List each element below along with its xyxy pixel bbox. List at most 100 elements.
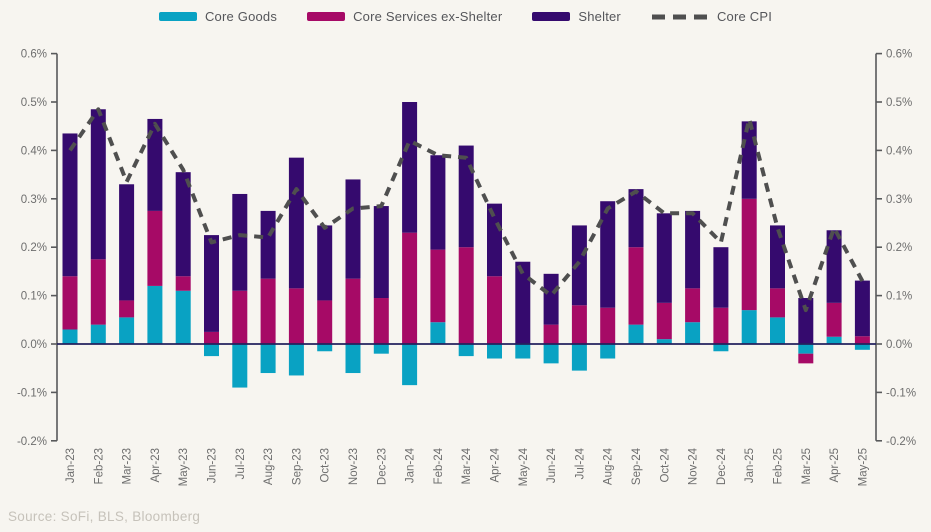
bar-segment-shelter-feb-25 xyxy=(770,225,785,289)
x-axis-label-feb-24: Feb-24 xyxy=(433,447,445,484)
right-axis xyxy=(875,52,882,442)
bar-segment-core-services-ex-shelter-apr-25 xyxy=(826,302,842,337)
y-axis-label-left: 0.2% xyxy=(21,242,47,254)
legend-label: Core Goods xyxy=(204,9,278,24)
bar-segment-shelter-feb-23 xyxy=(90,109,106,260)
bar-segment-shelter-may-25 xyxy=(854,280,870,337)
bar-segment-core-services-ex-shelter-oct-23 xyxy=(317,300,333,344)
x-axis-label-jun-23: Jun-23 xyxy=(207,448,219,483)
bar-segment-shelter-apr-23 xyxy=(147,118,163,211)
bar-segment-core-goods-jan-23 xyxy=(62,329,78,344)
bar-segment-core-services-ex-shelter-sep-23 xyxy=(288,288,304,344)
bar-segment-core-services-ex-shelter-jan-24 xyxy=(402,232,418,344)
bar-segment-shelter-may-23 xyxy=(175,172,191,277)
chart-legend: Core Goods Core Services ex-Shelter Shelte… xyxy=(0,9,931,24)
bar-segment-shelter-nov-24 xyxy=(685,210,701,289)
legend-swatch-icon xyxy=(532,12,571,21)
y-axis-label-left: 0.1% xyxy=(21,291,47,303)
bar-segment-core-goods-dec-23 xyxy=(373,344,389,354)
left-axis xyxy=(51,52,58,442)
bar-segment-core-goods-jul-24 xyxy=(571,344,587,371)
x-axis-label-apr-24: Apr-24 xyxy=(490,447,502,482)
x-axis-label-oct-24: Oct-24 xyxy=(659,447,671,482)
bar-segment-shelter-apr-24 xyxy=(487,203,502,277)
bar-segment-core-goods-apr-24 xyxy=(487,344,502,359)
bar-segment-core-goods-sep-24 xyxy=(628,324,644,344)
legend-label: Core Services ex-Shelter xyxy=(353,9,503,24)
bar-segment-core-services-ex-shelter-oct-24 xyxy=(656,302,672,340)
y-axis-label-right: 0.3% xyxy=(886,194,912,206)
bar-segment-core-goods-apr-25 xyxy=(826,336,842,344)
bar-segment-core-services-ex-shelter-aug-23 xyxy=(260,278,276,344)
y-axis-label-right: -0.1% xyxy=(886,387,916,399)
bar-segment-core-goods-aug-24 xyxy=(600,344,616,359)
x-axis-label-feb-25: Feb-25 xyxy=(773,448,785,484)
bar-segment-core-goods-jan-24 xyxy=(402,344,418,386)
bar-segment-shelter-jul-24 xyxy=(571,225,587,306)
core-cpi-line xyxy=(68,107,865,313)
bar-segment-shelter-jul-23 xyxy=(232,193,248,291)
bar-segment-core-services-ex-shelter-mar-23 xyxy=(119,300,135,318)
source-note: Source: SoFi, BLS, Bloomberg xyxy=(8,509,201,524)
x-axis-label-oct-23: Oct-23 xyxy=(320,448,332,483)
bar-segment-shelter-jan-24 xyxy=(402,102,418,233)
bar-segment-core-services-ex-shelter-jan-23 xyxy=(62,276,78,330)
y-axis-label-left: 0.4% xyxy=(21,145,47,157)
y-axis-label-right: -0.2% xyxy=(886,436,916,448)
x-axis-label-sep-24: Sep-24 xyxy=(631,447,643,485)
bar-segment-core-goods-feb-23 xyxy=(90,324,106,344)
x-axis-label-sep-23: Sep-23 xyxy=(291,448,303,485)
bar-segment-core-goods-mar-25 xyxy=(798,344,814,354)
bar-segment-core-goods-nov-24 xyxy=(685,322,701,344)
bar-segment-shelter-dec-24 xyxy=(713,247,729,308)
bar-segment-core-goods-mar-24 xyxy=(458,344,474,357)
bar-segment-core-goods-mar-23 xyxy=(119,317,135,344)
legend-label: Shelter xyxy=(578,9,621,24)
bar-segment-core-services-ex-shelter-feb-25 xyxy=(770,288,785,318)
y-axis-label-right: 0.5% xyxy=(886,97,912,109)
x-axis-label-nov-23: Nov-23 xyxy=(348,448,360,485)
bar-segment-shelter-sep-23 xyxy=(288,157,304,289)
x-axis-label-may-23: May-23 xyxy=(178,448,190,486)
bar-segment-core-services-ex-shelter-dec-23 xyxy=(373,298,389,344)
bar-segment-core-goods-aug-23 xyxy=(260,344,276,374)
bar-segment-core-goods-may-24 xyxy=(515,344,531,359)
legend-dashed-line-icon xyxy=(651,14,708,19)
x-axis-label-apr-23: Apr-23 xyxy=(150,448,162,483)
bar-segment-core-services-ex-shelter-may-23 xyxy=(175,276,191,291)
bar-segment-core-services-ex-shelter-jun-24 xyxy=(543,324,559,344)
bar-segment-shelter-nov-23 xyxy=(345,179,361,279)
y-axis-label-left: 0.0% xyxy=(21,339,47,351)
x-axis-label-mar-23: Mar-23 xyxy=(122,448,134,484)
x-axis-label-dec-23: Dec-23 xyxy=(376,448,388,485)
bar-segment-core-services-ex-shelter-sep-24 xyxy=(628,247,644,325)
y-axis-label-right: 0.1% xyxy=(886,291,912,303)
y-axis-label-right: 0.6% xyxy=(886,49,912,61)
bar-segment-shelter-mar-24 xyxy=(458,145,474,248)
bar-segment-core-services-ex-shelter-jul-24 xyxy=(571,305,587,344)
bar-segment-core-goods-jan-25 xyxy=(741,310,757,344)
bar-segment-shelter-sep-24 xyxy=(628,189,644,248)
legend-item-core-goods: Core Goods xyxy=(158,9,278,24)
bar-segment-shelter-feb-24 xyxy=(430,155,446,250)
bar-segment-core-services-ex-shelter-mar-24 xyxy=(458,247,474,344)
bar-segment-shelter-jun-23 xyxy=(204,235,219,332)
stacked-bars xyxy=(62,102,870,388)
x-axis-label-feb-23: Feb-23 xyxy=(93,448,105,484)
legend-label: Core CPI xyxy=(716,9,773,24)
x-axis-label-jan-25: Jan-25 xyxy=(744,448,756,483)
bar-segment-core-goods-feb-24 xyxy=(430,322,446,344)
x-axis-label-mar-25: Mar-25 xyxy=(801,448,813,484)
bar-segment-shelter-mar-25 xyxy=(798,298,814,344)
x-axis-label-nov-24: Nov-24 xyxy=(688,447,700,485)
legend-swatch-icon xyxy=(158,12,197,21)
legend-item-core-cpi: Core CPI xyxy=(651,9,772,24)
bar-segment-core-services-ex-shelter-nov-23 xyxy=(345,278,361,344)
bar-segment-core-services-ex-shelter-mar-25 xyxy=(798,353,814,364)
bar-segment-core-goods-jul-23 xyxy=(232,344,248,388)
bar-segment-core-services-ex-shelter-nov-24 xyxy=(685,288,701,323)
bar-segment-shelter-may-24 xyxy=(515,261,531,344)
legend-item-core-services-ex-shelter: Core Services ex-Shelter xyxy=(307,9,502,24)
bar-segment-core-goods-may-25 xyxy=(854,344,870,350)
